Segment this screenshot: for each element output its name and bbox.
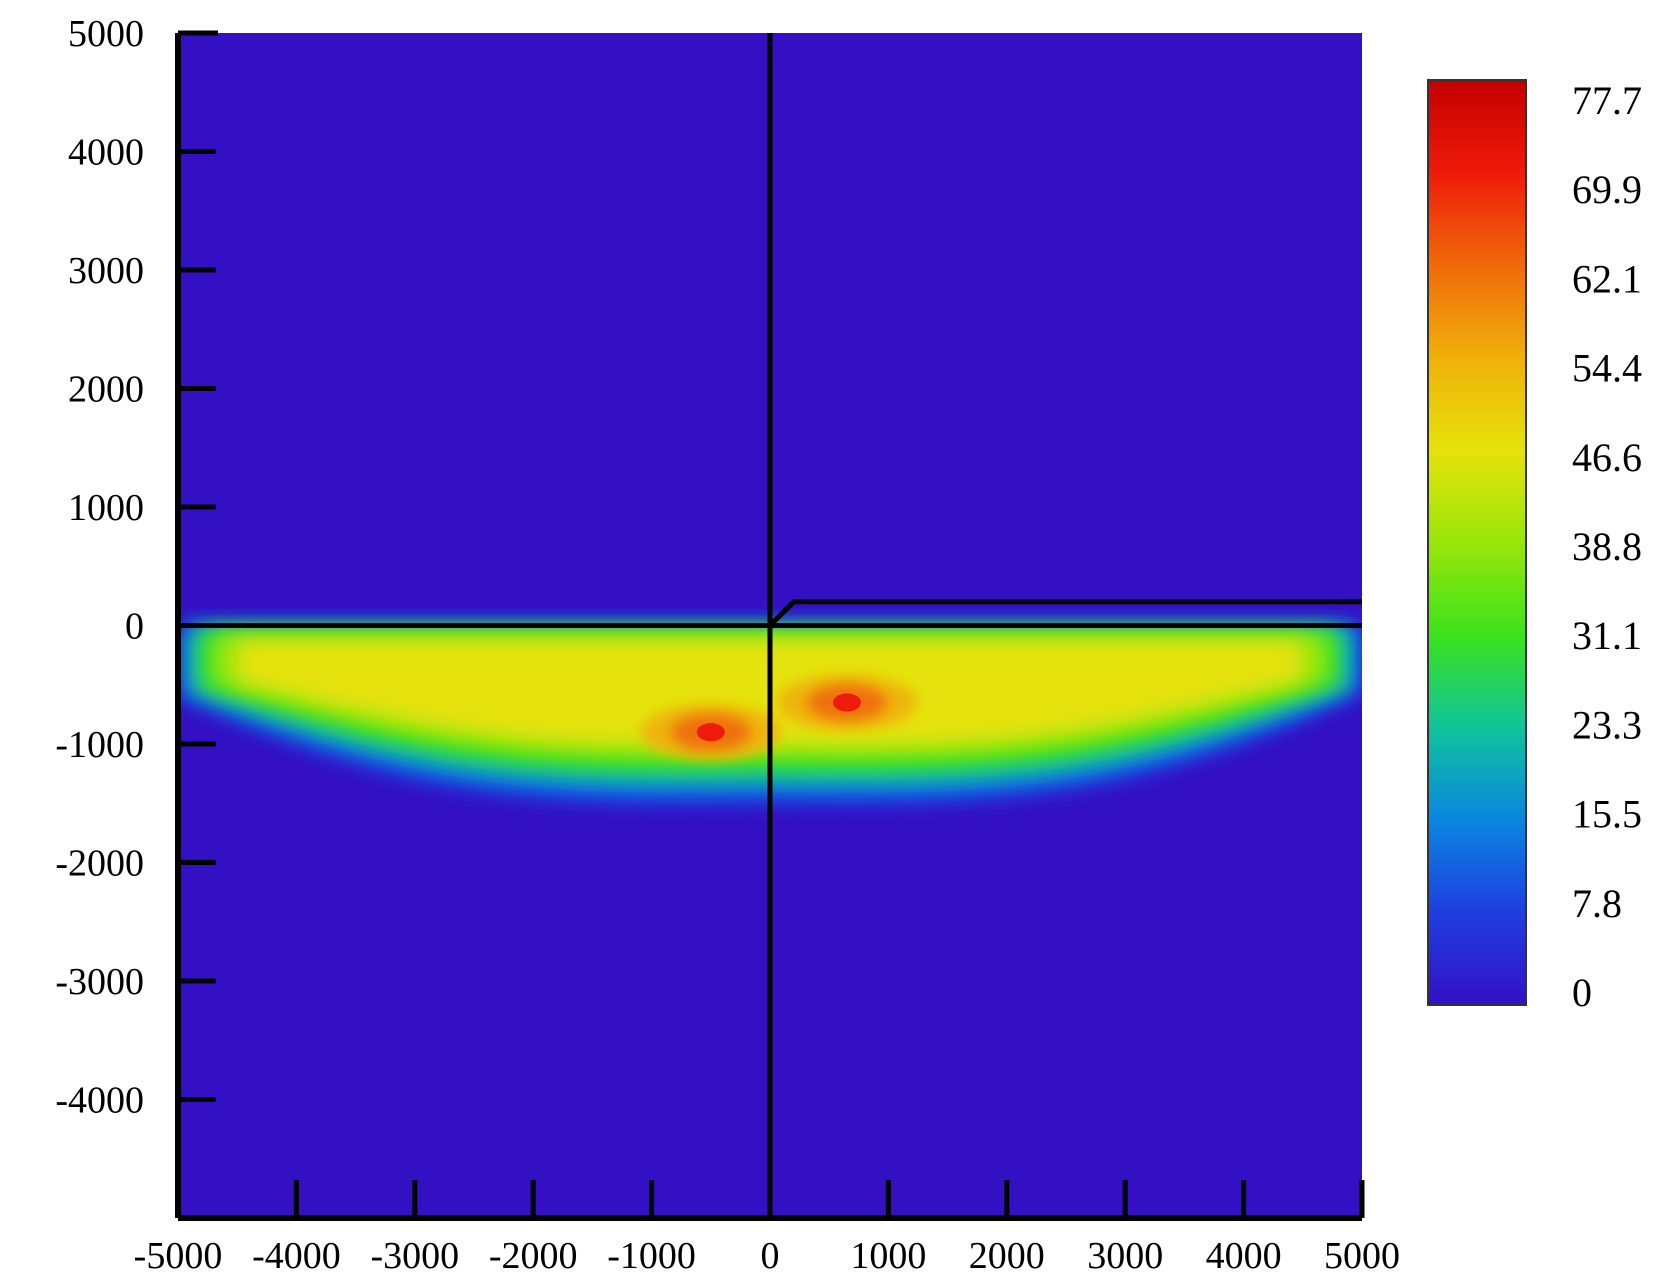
hot-spot-core-0: [696, 723, 725, 742]
colorbar-label-9: 7.8: [1572, 881, 1622, 926]
x-tick-label-7: 2000: [969, 1235, 1045, 1277]
y-tick-label-7: -2000: [55, 843, 144, 885]
y-tick-label-4: 1000: [68, 487, 144, 529]
hot-spot-core-1: [832, 693, 861, 712]
colorbar-label-10: 0: [1572, 970, 1592, 1015]
colorbar-label-8: 15.5: [1572, 792, 1642, 837]
x-tick-label-6: 1000: [850, 1235, 926, 1277]
x-tick-label-9: 4000: [1206, 1235, 1282, 1277]
colorbar: 77.7 69.9 62.1 54.4 46.6 38.8 31.1 23.3 15.5 7.8 0: [1427, 78, 1642, 1015]
y-tick-label-6: -1000: [55, 724, 144, 766]
y-tick-label-2: 3000: [68, 250, 144, 292]
y-axis-ticks: 5000 4000 3000 2000 1000 0 -1000 -2000 -3000 -400…: [55, 13, 216, 1122]
x-tick-label-10: 5000: [1324, 1235, 1400, 1277]
colorbar-label-4: 46.6: [1572, 435, 1642, 480]
colorbar-label-1: 69.9: [1572, 167, 1642, 212]
colorbar-gradient: [1427, 79, 1527, 1006]
y-tick-label-8: -3000: [55, 961, 144, 1003]
x-tick-label-3: -2000: [489, 1235, 578, 1277]
y-tick-label-5: 0: [125, 606, 144, 648]
x-tick-label-0: -5000: [134, 1235, 223, 1277]
x-tick-label-2: -3000: [370, 1235, 459, 1277]
colorbar-label-7: 23.3: [1572, 702, 1642, 747]
colorbar-label-0: 77.7: [1572, 78, 1642, 123]
x-axis-ticks: -5000 -4000 -3000 -2000 -1000 0 1000 2000 3000 40…: [134, 1180, 1400, 1277]
colorbar-label-2: 62.1: [1572, 256, 1642, 301]
x-tick-label-8: 3000: [1087, 1235, 1163, 1277]
step-line: [768, 599, 1362, 628]
y-tick-label-0: 5000: [68, 13, 144, 55]
boundary-lines: [178, 33, 1362, 1218]
x-tick-label-4: -1000: [607, 1235, 696, 1277]
y-tick-label-9: -4000: [55, 1080, 144, 1122]
colorbar-label-6: 31.1: [1572, 613, 1642, 658]
colorbar-label-3: 54.4: [1572, 346, 1642, 391]
y-tick-label-3: 2000: [68, 369, 144, 411]
colorbar-label-5: 38.8: [1572, 524, 1642, 569]
x-tick-label-5: 0: [761, 1235, 780, 1277]
x-tick-label-1: -4000: [252, 1235, 341, 1277]
y-tick-label-1: 4000: [68, 132, 144, 174]
